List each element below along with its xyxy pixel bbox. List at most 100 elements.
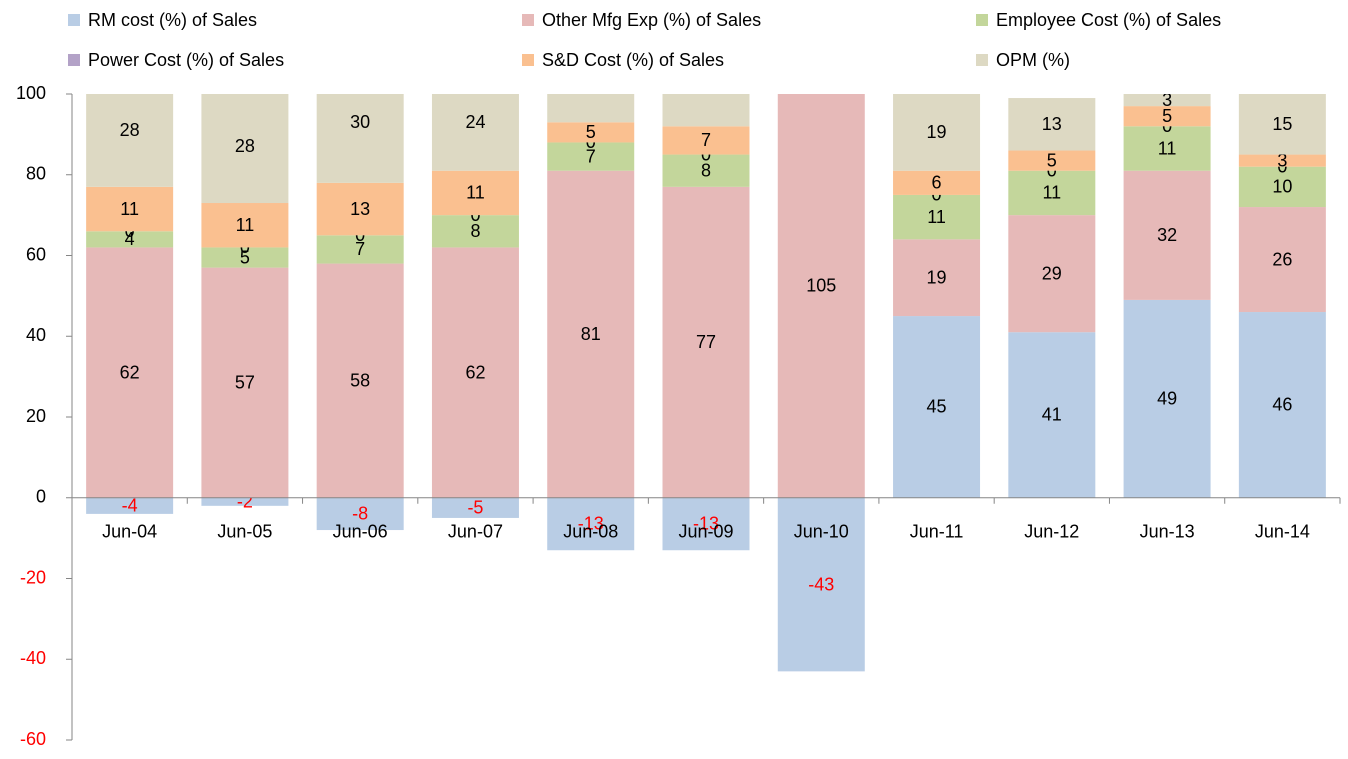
data-label: -13 xyxy=(578,514,604,534)
data-label: 62 xyxy=(465,362,485,382)
bar-segment xyxy=(662,154,750,187)
bar-segment xyxy=(547,170,635,498)
data-label: 62 xyxy=(120,362,140,382)
data-label: -5 xyxy=(467,498,483,518)
data-label: 8 xyxy=(816,7,826,27)
x-tick-label: Jun-07 xyxy=(448,522,503,542)
y-tick-label: -40 xyxy=(20,648,46,668)
bar-segment xyxy=(316,497,404,531)
bar-segment xyxy=(662,186,750,498)
data-label: 77 xyxy=(696,332,716,352)
data-label: 41 xyxy=(1042,405,1062,425)
bar-segment xyxy=(893,194,981,240)
data-label: 7 xyxy=(586,146,596,166)
data-label: 26 xyxy=(1272,249,1292,269)
bar-segment xyxy=(316,263,404,498)
legend-swatch xyxy=(68,14,80,26)
bar-segment xyxy=(431,215,519,248)
data-label: 49 xyxy=(1157,389,1177,409)
data-label: 6 xyxy=(932,173,942,193)
bar-segment xyxy=(201,203,289,248)
data-label: 8 xyxy=(470,221,480,241)
data-label: 4 xyxy=(125,229,135,249)
data-label: -8 xyxy=(352,504,368,524)
data-label: 10 xyxy=(1272,177,1292,197)
bar-segment xyxy=(1238,94,1326,155)
bar-segment xyxy=(86,94,174,187)
x-tick-label: Jun-13 xyxy=(1140,522,1195,542)
bar-segment xyxy=(431,170,519,216)
x-tick-label: Jun-06 xyxy=(333,522,388,542)
bar-segment xyxy=(1238,166,1326,208)
x-tick-label: Jun-05 xyxy=(217,522,272,542)
bar-segment xyxy=(893,239,981,317)
data-label: 21 xyxy=(696,74,716,94)
x-tick-label: Jun-09 xyxy=(678,522,733,542)
bar-segment xyxy=(201,94,289,204)
bar-segment xyxy=(662,497,750,551)
data-label: 5 xyxy=(240,247,250,267)
bar-segment xyxy=(1008,98,1096,151)
bar-segment xyxy=(201,247,289,268)
data-label: 11 xyxy=(236,215,255,235)
data-label: 13 xyxy=(1042,114,1062,134)
y-tick-label: -60 xyxy=(20,729,46,749)
x-tick-label: Jun-12 xyxy=(1024,522,1079,542)
data-label: -4 xyxy=(122,496,138,516)
legend-label: Employee Cost (%) of Sales xyxy=(996,10,1221,30)
bar-segment xyxy=(316,94,404,183)
data-label: -43 xyxy=(808,574,834,594)
data-label: 45 xyxy=(927,397,947,417)
data-label: -13 xyxy=(693,514,719,534)
data-label: 30 xyxy=(350,112,370,132)
bar-segment xyxy=(86,247,174,498)
x-tick-label: Jun-04 xyxy=(102,522,157,542)
data-label: 28 xyxy=(235,136,255,156)
legend-swatch xyxy=(976,54,988,66)
bar-segment xyxy=(316,182,404,236)
data-label: 57 xyxy=(235,372,255,392)
bar-segment xyxy=(431,94,519,171)
data-label: 3 xyxy=(1277,150,1287,170)
bar-segment xyxy=(86,186,174,232)
bar-segment xyxy=(1008,215,1096,333)
bar-segment xyxy=(1008,170,1096,216)
legend-swatch xyxy=(522,54,534,66)
data-label: 7 xyxy=(355,239,365,259)
bar-segment xyxy=(1123,94,1211,107)
y-tick-label: 40 xyxy=(26,325,46,345)
x-tick-label: Jun-11 xyxy=(910,522,964,542)
legend-label: S&D Cost (%) of Sales xyxy=(542,50,724,70)
bar-segment xyxy=(778,33,865,73)
bar-segment xyxy=(778,0,865,1)
data-label: 8 xyxy=(701,160,711,180)
bar-segment xyxy=(1238,154,1326,167)
bar-segment xyxy=(1123,299,1211,498)
bar-segment xyxy=(1123,126,1211,171)
data-label: 28 xyxy=(120,120,140,140)
bar-segment xyxy=(893,170,981,195)
data-label: 11 xyxy=(466,183,485,203)
bar-segment xyxy=(1008,332,1096,498)
bar-segment xyxy=(547,94,635,123)
bar-segment xyxy=(547,142,635,171)
bar-segment xyxy=(777,497,865,672)
bar-segment xyxy=(1008,150,1096,171)
data-label: 81 xyxy=(581,324,601,344)
bar-segment xyxy=(1123,106,1211,127)
bar-segment xyxy=(547,497,635,551)
y-tick-label: 20 xyxy=(26,406,46,426)
bar-segment xyxy=(662,94,750,127)
bar-segment xyxy=(778,1,865,33)
legend-label: RM cost (%) of Sales xyxy=(88,10,257,30)
y-tick-label: 60 xyxy=(26,244,46,264)
bar-segment xyxy=(893,316,981,498)
data-label: 24 xyxy=(465,112,485,132)
bar-segment xyxy=(547,122,635,143)
data-label: 19 xyxy=(927,267,947,287)
legend-swatch xyxy=(976,14,988,26)
data-label: 29 xyxy=(1042,263,1062,283)
bar-segment xyxy=(1123,170,1211,300)
